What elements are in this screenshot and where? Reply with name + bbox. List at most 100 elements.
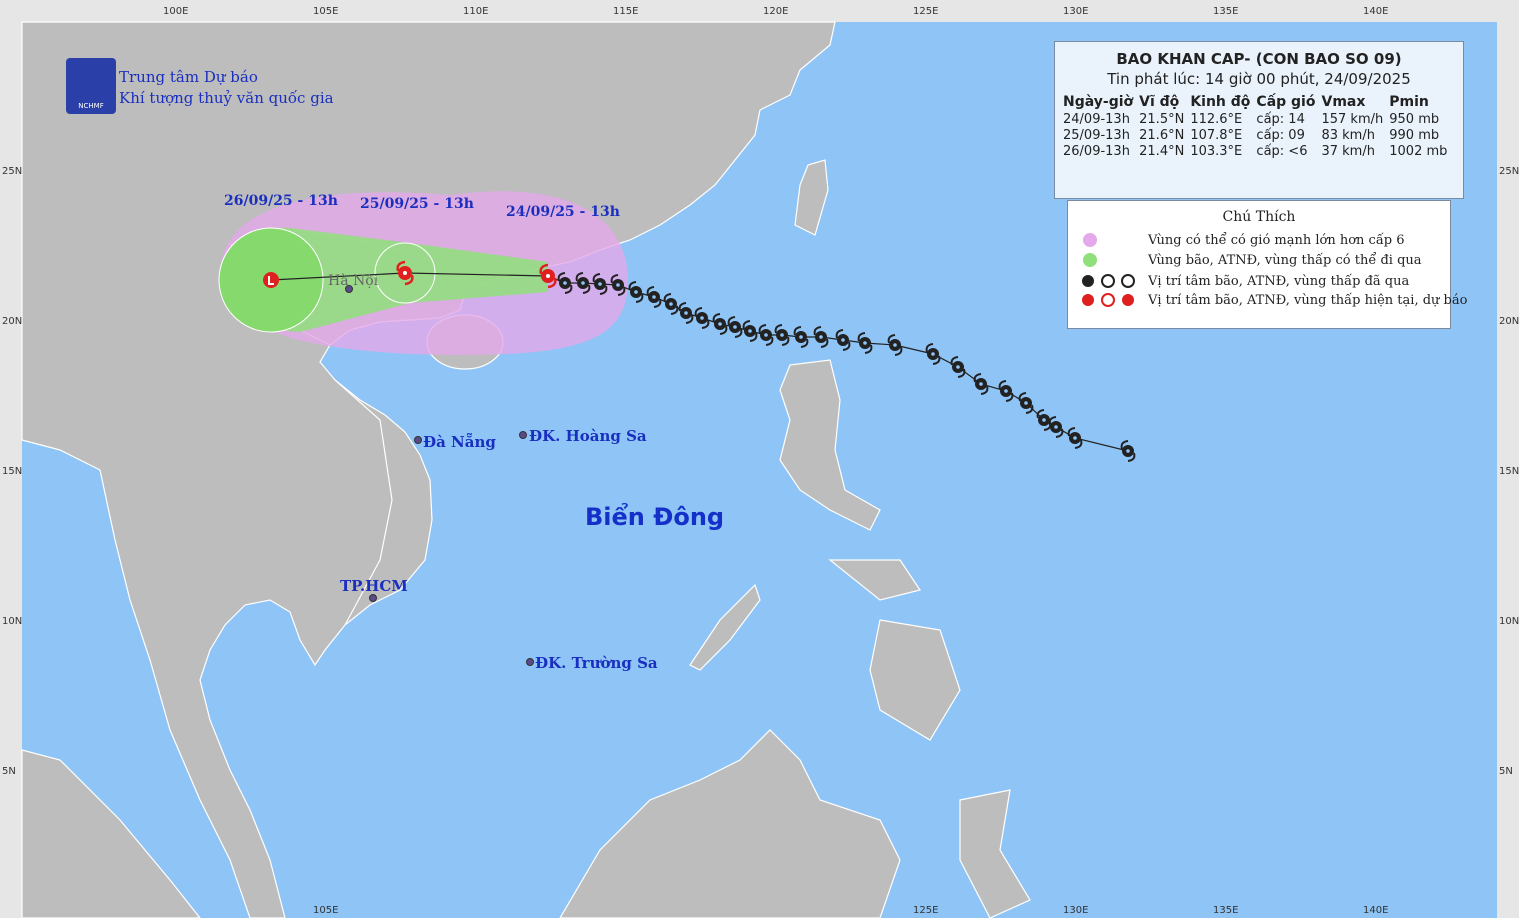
past-position-arm (694, 307, 710, 329)
past-position-arm (678, 302, 694, 324)
place-dot (345, 285, 353, 293)
low-position (263, 272, 279, 288)
table-cell: 103.3°E (1190, 144, 1243, 159)
axis-label: 105E (313, 905, 339, 916)
past-position-eye (669, 302, 673, 306)
info-issued: Tin phát lúc: 14 giờ 00 phút, 24/09/2025 (1107, 70, 1411, 88)
past-position-eye (1042, 418, 1046, 422)
past-position-eye (652, 295, 656, 299)
axis-label: 5N (2, 766, 16, 777)
table-cell: 21.4°N (1139, 144, 1185, 159)
table-cell: 37 km/h (1321, 144, 1375, 159)
past-position-arm (1120, 440, 1136, 462)
table-header: Vĩ độ (1139, 94, 1180, 110)
forecast-position-arm (539, 263, 557, 289)
past-position-eye (1054, 425, 1058, 429)
past-position-arm (663, 293, 679, 315)
past-position-eye (841, 338, 845, 342)
past-position-arm (774, 324, 790, 346)
past-position-arm (758, 324, 774, 346)
past-position-eye (563, 281, 567, 285)
past-position-arm (973, 373, 989, 395)
legend-item: Vị trí tâm bão, ATNĐ, vùng thấp đã qua (1148, 274, 1410, 289)
place-dot (526, 658, 534, 666)
place-label: ĐK. Trường Sa (535, 654, 658, 672)
logo-line: Trung tâm Dự báo (119, 68, 258, 86)
axis-label: 20N (2, 316, 23, 327)
place-label: ĐK. Hoàng Sa (529, 427, 647, 445)
past-position-eye (634, 290, 638, 294)
axis-label: 130E (1063, 6, 1089, 17)
axis-label: 100E (163, 6, 189, 17)
table-header: Ngày-giờ (1063, 94, 1134, 110)
axis-label: 125E (913, 905, 939, 916)
track (263, 260, 1136, 462)
axis-label: 20N (1499, 316, 1519, 327)
table-cell: cấp: 14 (1256, 112, 1305, 127)
legend-title: Chú Thích (1222, 209, 1296, 225)
table-cell: 26/09-13h (1063, 144, 1130, 159)
past-position-eye (764, 333, 768, 337)
table-cell: 1002 mb (1389, 144, 1448, 159)
table-cell: 25/09-13h (1063, 128, 1130, 143)
past-position-arm (998, 380, 1014, 402)
table-cell: 83 km/h (1321, 128, 1375, 143)
past-position-arm (557, 272, 573, 294)
table-row: 26/09-13h 21.4°N 103.3°E cấp: <6 37 km/h 1002… (1063, 144, 1453, 160)
past-position-arm (742, 320, 758, 342)
table-cell: cấp: 09 (1256, 128, 1305, 143)
legend: Chú Thích Vùng có thể có gió mạnh lớn hơ… (1067, 200, 1467, 329)
legend-icons (1082, 233, 1135, 307)
past-position-eye (863, 341, 867, 345)
table-cell: 157 km/h (1321, 112, 1384, 127)
table-cell: 24/09-13h (1063, 112, 1130, 127)
table-header: Cấp gió (1256, 94, 1316, 110)
axis-label: 10N (2, 616, 23, 627)
past-position-arm (813, 326, 829, 348)
logo-abbr: NCHMF (78, 102, 104, 110)
axis-label: 5N (1499, 766, 1513, 777)
place-label: Hà Nội (328, 273, 379, 289)
past-position-eye (1004, 389, 1008, 393)
past-position-eye (893, 343, 897, 347)
past-position-arm (835, 329, 851, 351)
past-position-eye (733, 325, 737, 329)
forecast-label: 26/09/25 - 13h (224, 193, 338, 209)
info-box: BAO KHAN CAP- (CON BAO SO 09) Tin phát l… (1054, 41, 1464, 199)
table-header: Pmin (1389, 94, 1429, 110)
place-dot (519, 431, 527, 439)
axis-label: 25N (1499, 166, 1519, 177)
axis-label: 125E (913, 6, 939, 17)
past-position-arm (1067, 427, 1083, 449)
legend-item: Vùng bão, ATNĐ, vùng thấp có thể đi qua (1148, 253, 1422, 268)
axis-label: 140E (1363, 6, 1389, 17)
forecast-label: 24/09/25 - 13h (506, 204, 620, 220)
axis-label: 115E (613, 6, 639, 17)
past-position-arm (646, 286, 662, 308)
past-position-arm (887, 334, 903, 356)
past-position-eye (684, 311, 688, 315)
axis-label: 25N (2, 166, 23, 177)
past-position-arm (592, 273, 608, 295)
axis-label: 105E (313, 6, 339, 17)
forecast-position-arm (396, 260, 414, 286)
past-position-arm (925, 343, 941, 365)
past-position-eye (700, 316, 704, 320)
axis-label: 15N (1499, 466, 1519, 477)
past-position-arm (857, 332, 873, 354)
info-table: Ngày-giờ Vĩ độ Kinh độ Cấp gió Vmax Pmin 24/09… (1063, 94, 1453, 160)
axis-label: 130E (1063, 905, 1089, 916)
past-position-arm (575, 272, 591, 294)
land (21, 21, 1031, 918)
table-header: Kinh độ (1190, 94, 1251, 110)
past-position-arm (1048, 416, 1064, 438)
logo-line: Khí tượng thuỷ văn quốc gia (119, 89, 334, 107)
table-cell: 21.6°N (1139, 128, 1185, 143)
past-position-eye (1024, 401, 1028, 405)
info-title: BAO KHAN CAP- (CON BAO SO 09) (1116, 50, 1402, 68)
place-dot (369, 594, 377, 602)
past-position-arm (610, 274, 626, 296)
table-cell: 112.6°E (1190, 112, 1243, 127)
past-position-eye (819, 335, 823, 339)
